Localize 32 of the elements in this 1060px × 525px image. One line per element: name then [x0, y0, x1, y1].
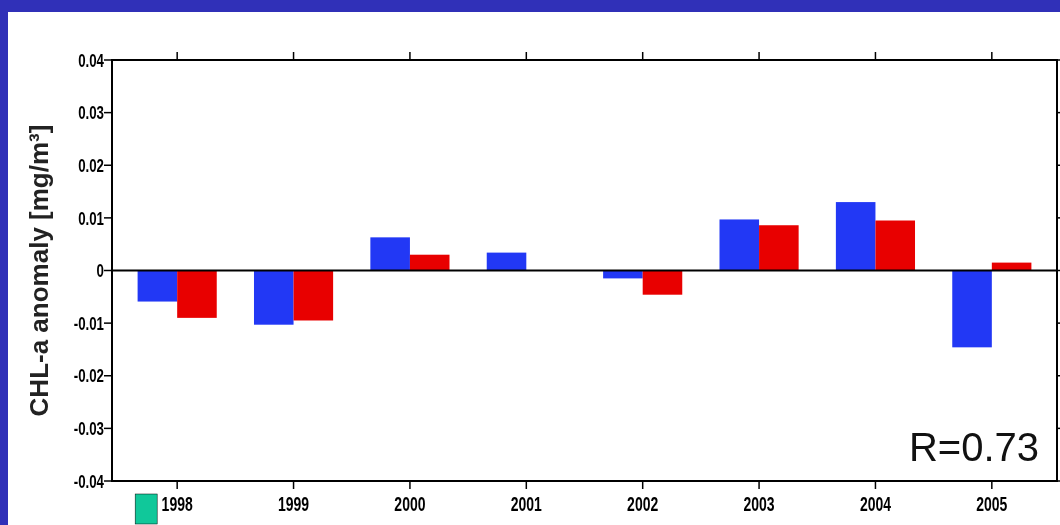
x-tick-label: 2004: [859, 492, 892, 516]
x-tick-label: 2001: [510, 492, 543, 516]
x-tick-label: 2003: [743, 492, 775, 516]
x-tick-label: 2000: [394, 492, 426, 516]
bar: [177, 270, 217, 318]
y-tick-label: 0: [96, 259, 104, 281]
bar: [409, 254, 450, 271]
bar: [719, 219, 760, 271]
x-tick-label: 2002: [627, 492, 659, 516]
y-tick-label: 0.03: [78, 101, 104, 123]
y-tick-label: 0.04: [78, 49, 105, 71]
bar: [952, 270, 992, 348]
bar: [486, 252, 527, 271]
bar: [759, 225, 799, 271]
y-axis-title: CHL-a anomaly [mg/m³]: [24, 124, 54, 417]
bar: [293, 270, 334, 321]
y-tick-label: 0.01: [78, 207, 104, 228]
y-tick-label: -0.01: [73, 312, 104, 334]
bar: [875, 220, 916, 271]
y-tick-label: -0.02: [73, 365, 104, 386]
annotation: R=0.73: [908, 425, 1039, 469]
bar: [835, 202, 876, 271]
bar: [642, 270, 683, 295]
x-tick-label: 1999: [277, 492, 310, 516]
x-tick-label: 2005: [976, 492, 1008, 516]
y-tick-label: -0.03: [73, 417, 104, 439]
bar: [253, 270, 294, 325]
bar: [370, 237, 410, 271]
y-tick-label: -0.04: [73, 470, 105, 492]
y-tick-label: 0.02: [78, 154, 104, 176]
x-tick-label: 1998: [161, 492, 194, 516]
bar: [137, 270, 178, 302]
